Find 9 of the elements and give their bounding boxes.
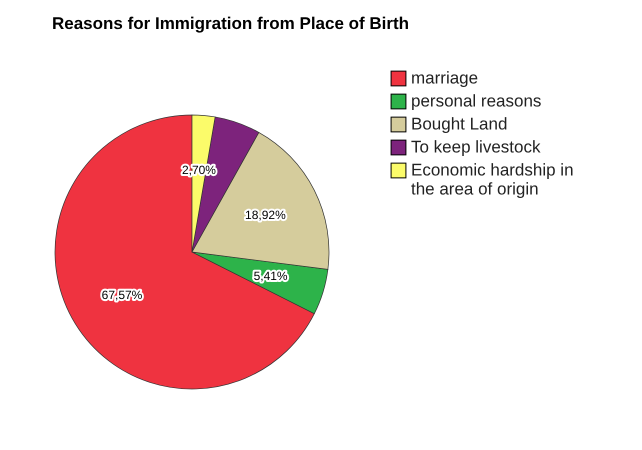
legend-label: marriage: [411, 68, 478, 88]
legend-label: Bought Land: [411, 114, 508, 134]
data-label: 67,57%: [102, 288, 143, 302]
chart-title: Reasons for Immigration from Place of Birth: [52, 14, 410, 33]
legend-label: Economic hardship in the area of origin: [411, 160, 574, 198]
legend-label: To keep livestock: [411, 138, 541, 156]
data-label: 18,92%: [245, 208, 286, 222]
legend-label: personal reasons: [411, 92, 542, 110]
data-label: 5,41%: [254, 269, 288, 284]
